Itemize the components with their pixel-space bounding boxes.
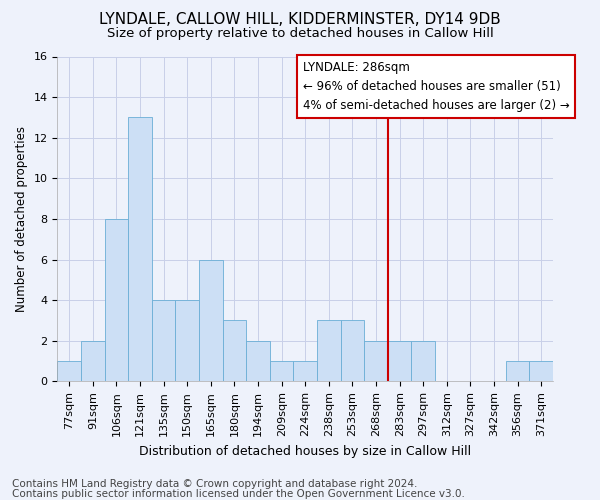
Bar bbox=[388, 340, 412, 382]
Bar bbox=[529, 361, 553, 382]
Bar bbox=[128, 118, 152, 382]
Text: Contains HM Land Registry data © Crown copyright and database right 2024.: Contains HM Land Registry data © Crown c… bbox=[12, 479, 418, 489]
Bar bbox=[270, 361, 293, 382]
Bar bbox=[364, 340, 388, 382]
Bar bbox=[152, 300, 175, 382]
X-axis label: Distribution of detached houses by size in Callow Hill: Distribution of detached houses by size … bbox=[139, 444, 472, 458]
Text: Contains public sector information licensed under the Open Government Licence v3: Contains public sector information licen… bbox=[12, 489, 465, 499]
Bar bbox=[104, 219, 128, 382]
Bar bbox=[58, 361, 81, 382]
Bar bbox=[81, 340, 104, 382]
Text: LYNDALE, CALLOW HILL, KIDDERMINSTER, DY14 9DB: LYNDALE, CALLOW HILL, KIDDERMINSTER, DY1… bbox=[99, 12, 501, 28]
Bar bbox=[223, 320, 246, 382]
Bar bbox=[412, 340, 435, 382]
Text: LYNDALE: 286sqm
← 96% of detached houses are smaller (51)
4% of semi-detached ho: LYNDALE: 286sqm ← 96% of detached houses… bbox=[303, 62, 569, 112]
Bar bbox=[246, 340, 270, 382]
Bar bbox=[293, 361, 317, 382]
Text: Size of property relative to detached houses in Callow Hill: Size of property relative to detached ho… bbox=[107, 28, 493, 40]
Bar bbox=[175, 300, 199, 382]
Bar bbox=[506, 361, 529, 382]
Bar bbox=[317, 320, 341, 382]
Y-axis label: Number of detached properties: Number of detached properties bbox=[15, 126, 28, 312]
Bar bbox=[341, 320, 364, 382]
Bar bbox=[199, 260, 223, 382]
